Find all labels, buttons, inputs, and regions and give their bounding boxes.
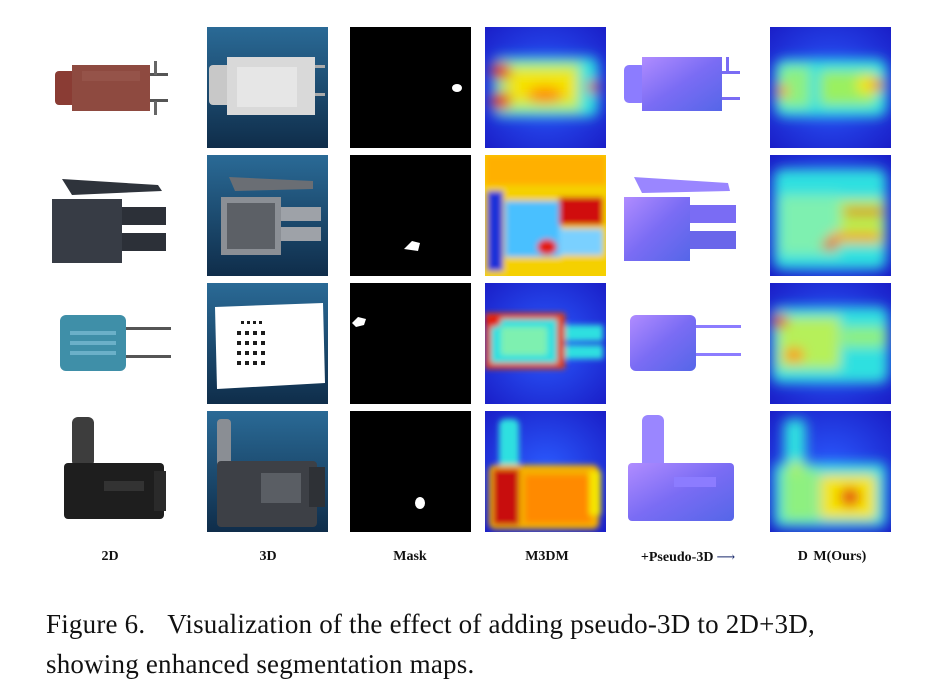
row4-mask-image <box>350 411 471 532</box>
column-label-pseudo3d: +Pseudo-3D ⟶ <box>640 549 736 565</box>
column-label-2d: 2D <box>101 549 119 564</box>
row1-ours-heatmap <box>770 27 891 148</box>
figure-number: Figure 6. <box>46 609 146 639</box>
column-label-ours: D M(Ours) <box>797 549 867 564</box>
row1-m3dm-heatmap <box>485 27 606 148</box>
row4-2d-image <box>50 411 171 532</box>
row2-pseudo3d-image <box>620 155 741 276</box>
column-label-mask: Mask <box>393 549 427 564</box>
figure-caption: Figure 6. Visualization of the effect of … <box>46 604 896 684</box>
arrow-right-icon: ⟶ <box>716 549 736 564</box>
row4-ours-heatmap <box>770 411 891 532</box>
row2-mask-image <box>350 155 471 276</box>
row3-mask-image <box>350 283 471 404</box>
row3-3d-image <box>207 283 328 404</box>
row4-3d-image <box>207 411 328 532</box>
row2-3d-image <box>207 155 328 276</box>
row3-m3dm-heatmap <box>485 283 606 404</box>
row3-2d-image <box>50 283 171 404</box>
row3-ours-heatmap <box>770 283 891 404</box>
row1-2d-image <box>50 27 171 148</box>
row4-m3dm-heatmap <box>485 411 606 532</box>
row2-ours-heatmap <box>770 155 891 276</box>
caption-text: Visualization of the effect of adding ps… <box>46 609 815 679</box>
row1-pseudo3d-image <box>620 27 741 148</box>
row3-pseudo3d-image <box>620 283 741 404</box>
column-label-m3dm: M3DM <box>525 549 569 564</box>
row4-pseudo3d-image <box>620 411 741 532</box>
column-label-3d: 3D <box>259 549 277 564</box>
row2-2d-image <box>50 155 171 276</box>
row1-mask-image <box>350 27 471 148</box>
row1-3d-image <box>207 27 328 148</box>
row2-m3dm-heatmap <box>485 155 606 276</box>
